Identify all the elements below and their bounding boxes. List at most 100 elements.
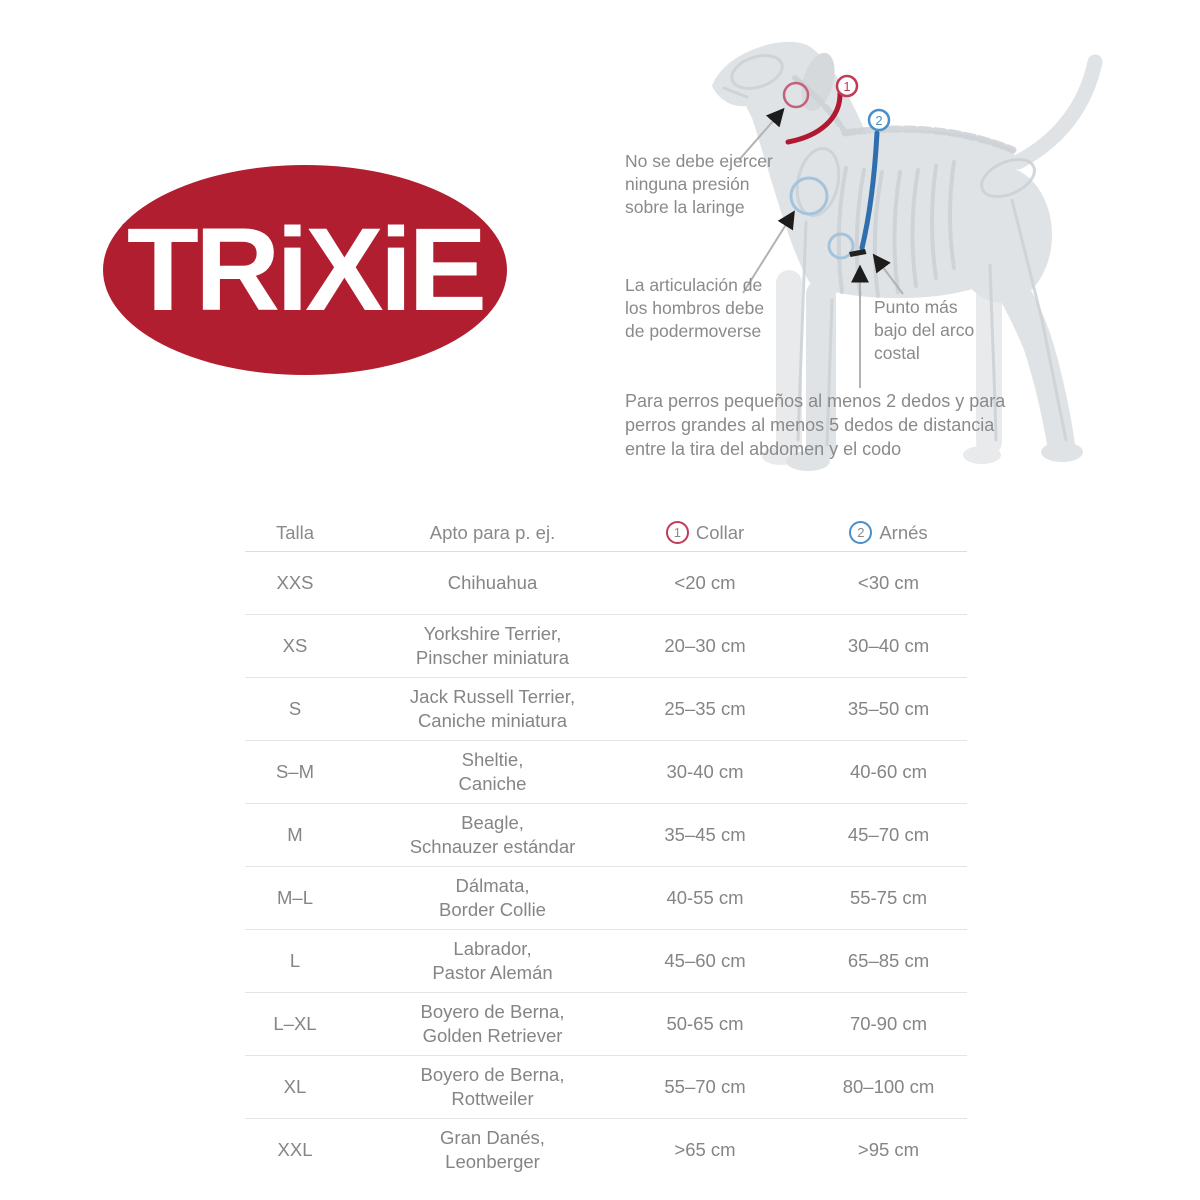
breed-line: Chihuahua bbox=[447, 572, 538, 593]
annotation-line: entre la tira del abdomen y el codo bbox=[625, 438, 902, 459]
rib-arrow bbox=[872, 253, 904, 295]
table-row: M–L Dálmata, Border Collie 40-55 cm 55-7… bbox=[245, 867, 967, 930]
collar-cell: 50-65 cm bbox=[666, 1013, 744, 1034]
annotation-line: Para perros pequeños al menos 2 dedos y … bbox=[625, 391, 1006, 411]
size-cell: XXS bbox=[276, 572, 314, 593]
collar-cell: 30-40 cm bbox=[666, 761, 744, 782]
collar-badge-circle bbox=[835, 74, 859, 98]
header-collar: 1 Collar bbox=[640, 521, 770, 544]
breed-line: Gran Danés, bbox=[440, 1127, 545, 1148]
header-harness-label: Arnés bbox=[879, 521, 928, 543]
collar-cell: 45–60 cm bbox=[664, 950, 746, 971]
annotation-line: bajo del arco bbox=[874, 320, 975, 341]
breed-cell: Boyero de Berna, Rottweiler bbox=[345, 1063, 640, 1111]
harness-arc bbox=[859, 130, 880, 251]
table-row: XS Yorkshire Terrier, Pinscher miniatura… bbox=[245, 615, 967, 678]
breed-line: Boyero de Berna, bbox=[420, 1001, 565, 1022]
harness-badge-circle bbox=[867, 108, 891, 132]
harness-cell: 40-60 cm bbox=[849, 761, 928, 782]
harness-cell: >95 cm bbox=[857, 1139, 920, 1160]
collar-arc bbox=[785, 89, 843, 145]
annotation-line: La articulación de bbox=[625, 275, 763, 295]
breed-line: Schnauzer estándar bbox=[409, 836, 576, 857]
annotation-line: de podermoverse bbox=[625, 321, 762, 342]
table-row: XXS Chihuahua <20 cm <30 cm bbox=[245, 552, 967, 615]
breed-cell: Chihuahua bbox=[345, 571, 640, 595]
table-row: L–XL Boyero de Berna, Golden Retriever 5… bbox=[245, 993, 967, 1056]
pelvis-bone bbox=[980, 157, 1036, 199]
larynx-circle bbox=[782, 81, 810, 109]
table-row: S Jack Russell Terrier, Caniche miniatur… bbox=[245, 678, 967, 741]
breed-line: Golden Retriever bbox=[422, 1025, 563, 1046]
breed-cell: Yorkshire Terrier, Pinscher miniatura bbox=[345, 622, 640, 670]
breed-line: Pastor Alemán bbox=[432, 962, 553, 983]
size-cell: M bbox=[287, 824, 303, 845]
breed-line: Boyero de Berna, bbox=[420, 1064, 565, 1085]
trixie-logo: TRiXiE bbox=[85, 148, 525, 393]
size-cell: XL bbox=[283, 1076, 307, 1097]
size-cell: XXL bbox=[277, 1139, 313, 1160]
dog-measurement-diagram: 1 2 bbox=[712, 41, 1103, 471]
breed-cell: Sheltie, Caniche bbox=[345, 748, 640, 796]
size-cell: M–L bbox=[277, 887, 313, 908]
table-row: S–M Sheltie, Caniche 30-40 cm 40-60 cm bbox=[245, 741, 967, 804]
collar-badge-number: 1 bbox=[843, 79, 850, 94]
breed-line: Sheltie, bbox=[461, 749, 524, 770]
header-harness: 2 Arnés bbox=[770, 521, 967, 544]
breed-line: Border Collie bbox=[439, 899, 546, 920]
trixie-logo-graphic: TRiXiE bbox=[103, 165, 507, 375]
breed-line: Dálmata, bbox=[455, 875, 530, 896]
larynx-annotation: No se debe ejercer ninguna presión sobre… bbox=[625, 150, 773, 219]
dog-skeleton bbox=[722, 54, 1068, 447]
collar-cell: 40-55 cm bbox=[666, 887, 744, 908]
table-row: L Labrador, Pastor Alemán 45–60 cm 65–85… bbox=[245, 930, 967, 993]
breed-line: Jack Russell Terrier, bbox=[409, 686, 576, 707]
annotation-line: costal bbox=[874, 343, 920, 364]
table-header-row: Talla Apto para p. ej. 1 Collar 2 Arnés bbox=[245, 514, 967, 552]
harness-cell: 80–100 cm bbox=[842, 1076, 935, 1097]
breed-cell: Beagle, Schnauzer estándar bbox=[345, 811, 640, 859]
elbow-circle bbox=[827, 232, 855, 260]
harness-cell: 70-90 cm bbox=[849, 1013, 928, 1034]
rib-annotation: Punto más bajo del arco costal bbox=[874, 296, 974, 365]
harness-cell: 35–50 cm bbox=[847, 698, 930, 719]
shoulder-joint-circle bbox=[789, 176, 829, 216]
breed-cell: Labrador, Pastor Alemán bbox=[345, 937, 640, 985]
harness-cell: 30–40 cm bbox=[847, 635, 930, 656]
collar-cell: <20 cm bbox=[674, 572, 736, 593]
header-size: Talla bbox=[275, 521, 315, 543]
breed-line: Pinscher miniatura bbox=[415, 647, 570, 668]
header-breeds: Apto para p. ej. bbox=[429, 521, 556, 543]
harness-number-icon: 2 bbox=[849, 521, 873, 544]
shoulder-annotation: La articulación de los hombros debe de p… bbox=[625, 274, 764, 343]
spine-bone bbox=[841, 125, 1017, 154]
annotation-line: sobre la laringe bbox=[625, 197, 745, 218]
size-cell: XS bbox=[282, 635, 308, 656]
collar-cell: >65 cm bbox=[674, 1139, 736, 1160]
size-cell: L bbox=[289, 950, 301, 971]
breed-line: Labrador, bbox=[453, 938, 532, 959]
size-table: Talla Apto para p. ej. 1 Collar 2 Arnés … bbox=[245, 514, 967, 1181]
logo-wordmark: TRiXiE bbox=[127, 204, 484, 336]
breed-line: Leonberger bbox=[445, 1151, 540, 1172]
larynx-arrow bbox=[738, 107, 785, 161]
table-row: XXL Gran Danés, Leonberger >65 cm >95 cm bbox=[245, 1119, 967, 1181]
breed-cell: Jack Russell Terrier, Caniche miniatura bbox=[345, 685, 640, 733]
annotation-line: ninguna presión bbox=[625, 174, 750, 195]
breed-cell: Dálmata, Border Collie bbox=[345, 874, 640, 922]
skull-bone bbox=[730, 54, 784, 90]
rib-low-point-marker bbox=[849, 249, 867, 257]
breed-line: Caniche bbox=[458, 773, 527, 794]
harness-cell: 65–85 cm bbox=[847, 950, 930, 971]
annotation-line: perros grandes al menos 5 dedos de dista… bbox=[625, 414, 995, 435]
fingers-distance-annotation: Para perros pequeños al menos 2 dedos y … bbox=[625, 390, 1005, 461]
size-cell: S bbox=[288, 698, 302, 719]
size-cell: S–M bbox=[275, 761, 315, 782]
shoulder-arrow bbox=[742, 210, 795, 294]
collar-cell: 20–30 cm bbox=[664, 635, 746, 656]
harness-cell: <30 cm bbox=[857, 572, 920, 593]
breed-line: Rottweiler bbox=[451, 1088, 534, 1109]
collar-cell: 55–70 cm bbox=[664, 1076, 746, 1097]
harness-cell: 45–70 cm bbox=[847, 824, 930, 845]
